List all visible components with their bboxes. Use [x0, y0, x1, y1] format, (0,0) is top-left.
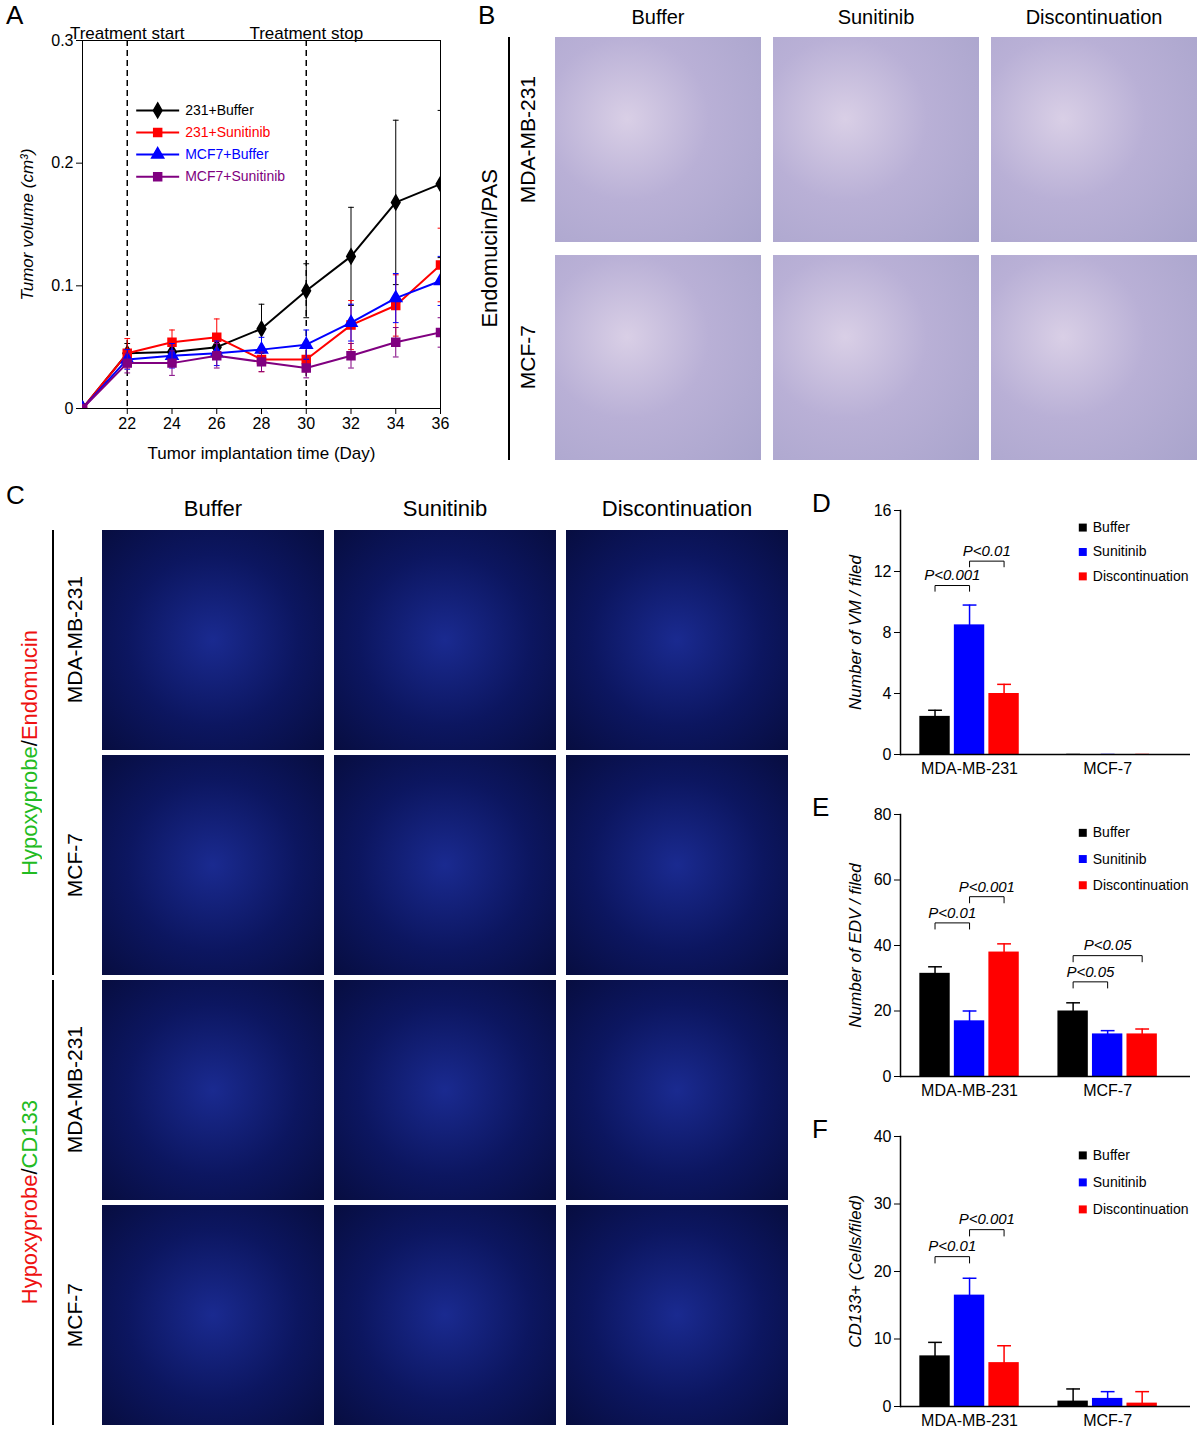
svg-text:0.1: 0.1 [51, 277, 73, 294]
svg-text:P<0.001: P<0.001 [959, 878, 1015, 895]
svg-text:MCF-7: MCF-7 [1083, 1082, 1132, 1099]
svg-text:MCF7+Buffer: MCF7+Buffer [185, 146, 269, 162]
svg-text:26: 26 [208, 415, 226, 432]
html-text:C: C [6, 480, 25, 510]
svg-text:P<0.001: P<0.001 [959, 1210, 1015, 1227]
svg-text:Buffer: Buffer [1093, 824, 1130, 840]
html-text:Sunitinib: Sunitinib [837, 6, 915, 28]
html-text:Buffer: Buffer [183, 496, 243, 521]
html-text:Discontinuation: Discontinuation [601, 496, 753, 521]
svg-text:MCF7+Sunitinib: MCF7+Sunitinib [185, 168, 285, 184]
html-text:E: E [812, 792, 830, 822]
svg-text:Discontinuation: Discontinuation [1093, 568, 1189, 584]
svg-text:Buffer: Buffer [1093, 519, 1130, 535]
html-text:Endomucin/PAS: Endomucin/PAS [477, 169, 502, 328]
svg-text:Discontinuation: Discontinuation [1093, 1201, 1189, 1217]
html-text:Hypoxyprobe: Hypoxyprobe [17, 1175, 42, 1305]
svg-text:40: 40 [874, 1128, 892, 1145]
html-text:Discontinuation: Discontinuation [1025, 6, 1163, 28]
html-text:Hypoxyprobe: Hypoxyprobe [17, 745, 42, 876]
svg-text:Tumor volume (cm³): Tumor volume (cm³) [18, 149, 37, 301]
svg-text:30: 30 [297, 415, 315, 432]
svg-text:CD133+ (Cells/filed): CD133+ (Cells/filed) [846, 1195, 865, 1348]
svg-text:Sunitinib: Sunitinib [1093, 543, 1147, 559]
svg-text:MDA-MB-231: MDA-MB-231 [921, 760, 1018, 777]
html-text:Endomucin: Endomucin [17, 629, 42, 740]
html-text:A: A [6, 0, 24, 30]
svg-text:P<0.001: P<0.001 [924, 566, 980, 583]
svg-text:231+Sunitinib: 231+Sunitinib [185, 124, 270, 140]
html-text:MDA-MB-231: MDA-MB-231 [63, 576, 86, 704]
svg-text:P<0.05: P<0.05 [1084, 936, 1133, 953]
svg-text:P<0.01: P<0.01 [928, 1237, 976, 1254]
svg-text:0: 0 [883, 746, 892, 763]
svg-text:Sunitinib: Sunitinib [1093, 851, 1147, 867]
svg-text:80: 80 [874, 806, 892, 823]
svg-text:8: 8 [883, 624, 892, 641]
svg-text:MDA-MB-231: MDA-MB-231 [921, 1412, 1018, 1429]
svg-text:32: 32 [342, 415, 360, 432]
html-text:B: B [478, 0, 496, 30]
svg-text:34: 34 [387, 415, 405, 432]
svg-text:10: 10 [874, 1330, 892, 1347]
svg-text:40: 40 [874, 937, 892, 954]
html-text:MDA-MB-231: MDA-MB-231 [516, 75, 539, 204]
html-text:MDA-MB-231: MDA-MB-231 [63, 1026, 86, 1154]
svg-text:36: 36 [432, 415, 450, 432]
html-text:Sunitinib: Sunitinib [402, 496, 488, 521]
svg-text:20: 20 [874, 1263, 892, 1280]
svg-text:231+Buffer: 231+Buffer [185, 102, 254, 118]
svg-text:24: 24 [163, 415, 181, 432]
svg-text:MCF-7: MCF-7 [1083, 760, 1132, 777]
html-text:CD133: CD133 [17, 1100, 42, 1169]
svg-text:12: 12 [874, 563, 892, 580]
html-text:Buffer: Buffer [631, 6, 685, 28]
svg-text:0: 0 [65, 400, 74, 417]
svg-text:0.3: 0.3 [51, 31, 74, 49]
html-text:F: F [812, 1114, 828, 1144]
html-text:D: D [812, 488, 831, 518]
svg-text:60: 60 [874, 871, 892, 888]
svg-text:4: 4 [883, 685, 892, 702]
svg-text:P<0.01: P<0.01 [928, 904, 976, 921]
html-text:MCF-7: MCF-7 [63, 1282, 86, 1348]
svg-text:MDA-MB-231: MDA-MB-231 [921, 1082, 1018, 1099]
svg-text:Number of EDV / filed: Number of EDV / filed [846, 863, 865, 1028]
svg-text:30: 30 [874, 1195, 892, 1212]
svg-text:Number of VM / filed: Number of VM / filed [846, 554, 865, 709]
svg-text:Treatment stop: Treatment stop [249, 24, 363, 43]
svg-text:16: 16 [874, 502, 892, 519]
svg-text:Buffer: Buffer [1093, 1147, 1130, 1163]
svg-text:P<0.01: P<0.01 [963, 542, 1011, 559]
svg-text:20: 20 [874, 1002, 892, 1019]
svg-text:0: 0 [883, 1068, 892, 1085]
svg-text:Sunitinib: Sunitinib [1093, 1174, 1147, 1190]
svg-text:22: 22 [118, 415, 136, 432]
html-text:MCF-7: MCF-7 [63, 832, 86, 898]
svg-text:Tumor implantation time (Day): Tumor implantation time (Day) [148, 444, 376, 463]
html-text:MCF-7: MCF-7 [516, 325, 539, 390]
svg-text:0: 0 [883, 1398, 892, 1415]
svg-text:28: 28 [253, 415, 271, 432]
svg-text:Treatment start: Treatment start [70, 24, 185, 43]
svg-text:MCF-7: MCF-7 [1083, 1412, 1132, 1429]
svg-text:0.2: 0.2 [51, 154, 73, 171]
svg-text:P<0.05: P<0.05 [1066, 963, 1115, 980]
svg-text:Discontinuation: Discontinuation [1093, 877, 1189, 893]
